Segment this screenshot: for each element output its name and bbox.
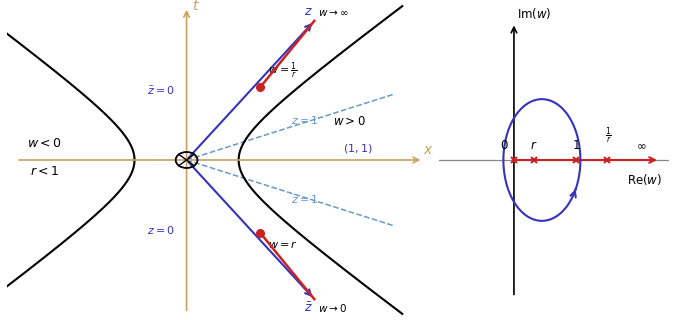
Text: $0$: $0$ [500,139,509,152]
Text: $w > 0$: $w > 0$ [333,115,366,128]
Text: $w = \frac{1}{r}$: $w = \frac{1}{r}$ [268,60,297,81]
Text: $z$: $z$ [304,5,312,18]
Text: $w \to \infty$: $w \to \infty$ [318,8,349,18]
Text: $\bar{z} = 0$: $\bar{z} = 0$ [147,84,175,97]
Text: $1$: $1$ [572,139,580,152]
Text: $x$: $x$ [423,142,434,156]
Text: $r < 1$: $r < 1$ [30,165,59,178]
Text: $z = 0$: $z = 0$ [147,224,175,236]
Text: $\infty$: $\infty$ [636,139,646,152]
Text: $(1,1)$: $(1,1)$ [343,142,372,155]
Text: $\bar{z} = 1$: $\bar{z} = 1$ [291,194,318,206]
Text: $t$: $t$ [192,0,200,12]
Text: $w < 0$: $w < 0$ [27,138,62,150]
Text: $r$: $r$ [530,139,537,152]
Text: $\bar{z}$: $\bar{z}$ [304,302,312,316]
Text: Re$(w)$: Re$(w)$ [627,172,662,187]
Text: $z = 1$: $z = 1$ [291,114,318,126]
Text: $w = r$: $w = r$ [268,239,298,250]
Text: $w \to 0$: $w \to 0$ [318,302,347,314]
Text: Im$(w)$: Im$(w)$ [517,6,552,21]
Text: $\frac{1}{r}$: $\frac{1}{r}$ [605,125,612,146]
